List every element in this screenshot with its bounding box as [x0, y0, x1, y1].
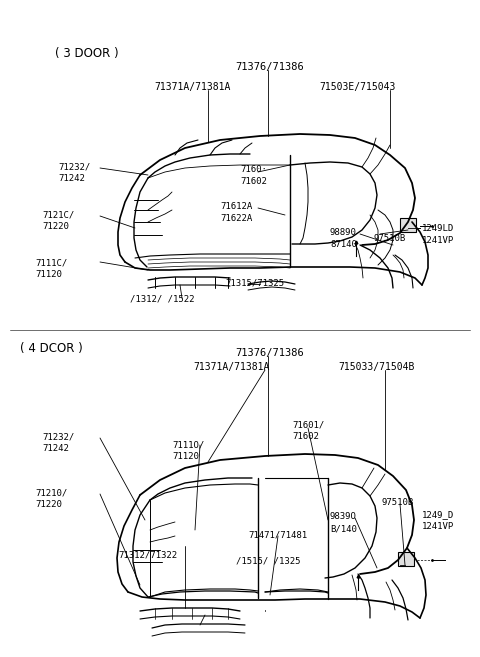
Text: 71242: 71242	[42, 444, 69, 453]
FancyBboxPatch shape	[398, 552, 414, 566]
Text: 71242: 71242	[58, 174, 85, 183]
Text: 71602: 71602	[240, 177, 267, 186]
Text: 9839O: 9839O	[330, 512, 357, 521]
Text: 1241VP: 1241VP	[422, 522, 454, 531]
Text: /1312/ /1522: /1312/ /1522	[130, 295, 194, 304]
Text: 87140: 87140	[330, 240, 357, 249]
Text: 71220: 71220	[42, 222, 69, 231]
Text: 71120: 71120	[35, 270, 62, 279]
FancyBboxPatch shape	[400, 218, 416, 232]
Text: 71612A: 71612A	[220, 202, 252, 211]
Text: /1515/ /1325: /1515/ /1325	[236, 556, 300, 565]
Text: 7111C/: 7111C/	[35, 258, 67, 267]
Text: 71210/: 71210/	[35, 488, 67, 497]
Text: 71371A/71381A: 71371A/71381A	[193, 362, 269, 372]
Text: 71376/71386: 71376/71386	[236, 62, 304, 72]
Text: B/140: B/140	[330, 524, 357, 533]
Text: 71471/71481: 71471/71481	[249, 530, 308, 539]
Text: 7111O/: 7111O/	[172, 440, 204, 449]
Text: 71503E/715043: 71503E/715043	[320, 82, 396, 92]
Text: 7160·: 7160·	[240, 165, 267, 174]
Text: ( 4 DCOR ): ( 4 DCOR )	[20, 342, 83, 355]
Text: 71120: 71120	[172, 452, 199, 461]
Text: 98890: 98890	[330, 228, 357, 237]
Text: 71232/: 71232/	[42, 432, 74, 441]
Text: 97510B: 97510B	[382, 498, 414, 507]
Text: 7121C/: 7121C/	[42, 210, 74, 219]
Text: 71601/: 71601/	[292, 420, 324, 429]
Text: 1249LD: 1249LD	[422, 224, 454, 233]
Text: 71376/71386: 71376/71386	[236, 348, 304, 358]
Text: 71371A/71381A: 71371A/71381A	[155, 82, 231, 92]
Text: 715033/71504B: 715033/71504B	[338, 362, 414, 372]
Text: 71602: 71602	[292, 432, 319, 441]
Text: 97510B: 97510B	[374, 234, 406, 243]
Text: 71312/71322: 71312/71322	[119, 550, 178, 559]
Text: 71232/: 71232/	[58, 162, 90, 171]
Text: 1241VP: 1241VP	[422, 236, 454, 245]
Text: ( 3 DOOR ): ( 3 DOOR )	[55, 47, 119, 60]
Text: 1249_D: 1249_D	[422, 510, 454, 519]
Text: 71220: 71220	[35, 500, 62, 509]
Text: 71622A: 71622A	[220, 214, 252, 223]
Text: 71315/71325: 71315/71325	[226, 278, 285, 287]
